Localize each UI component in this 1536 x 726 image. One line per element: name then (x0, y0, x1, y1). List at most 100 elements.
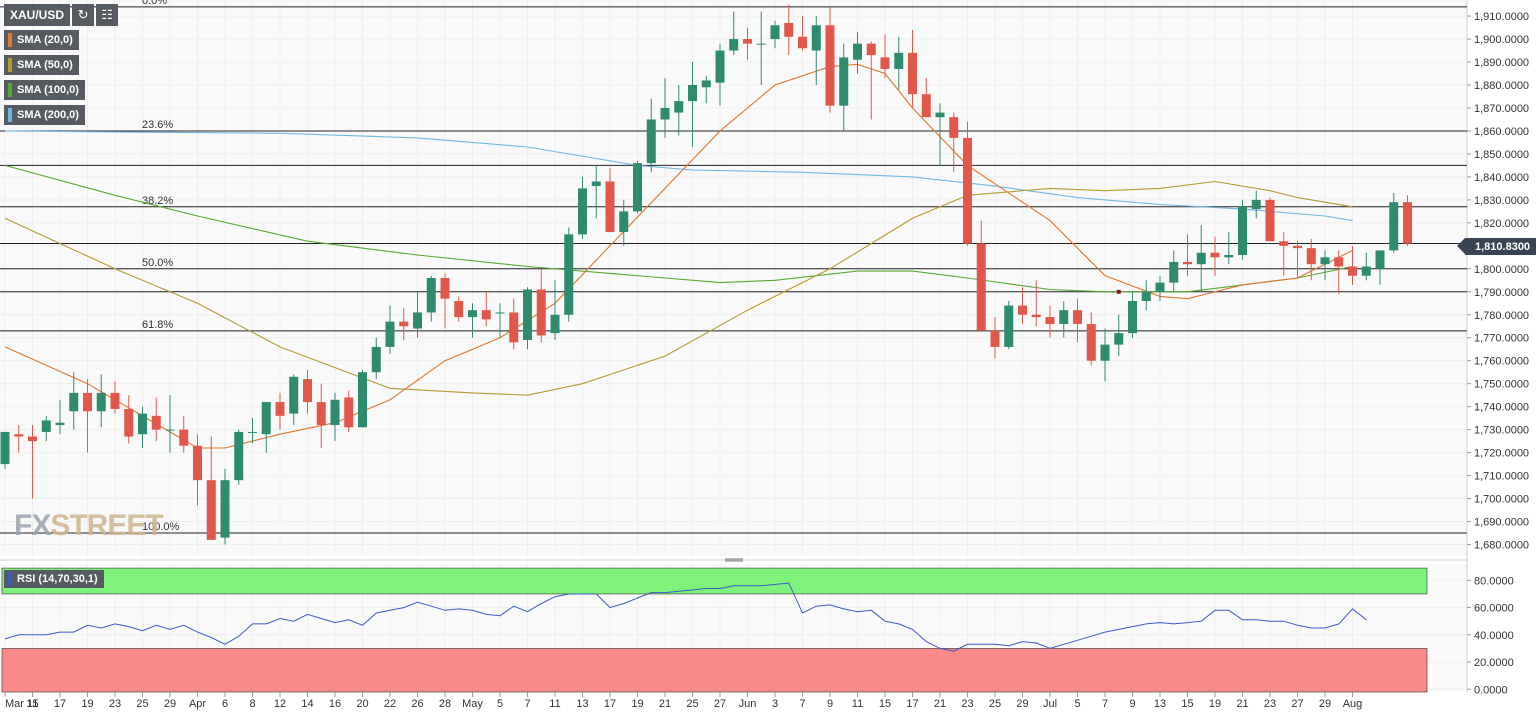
symbol-label[interactable]: XAU/USD (4, 4, 71, 26)
candle[interactable] (124, 395, 134, 444)
candle[interactable] (1114, 314, 1124, 357)
candle[interactable] (866, 41, 876, 120)
candle[interactable] (358, 369, 367, 428)
candle[interactable] (179, 415, 189, 453)
candle[interactable] (1224, 232, 1234, 265)
candle[interactable] (1334, 250, 1344, 295)
candle[interactable] (330, 392, 340, 442)
candle[interactable] (1389, 192, 1399, 253)
candle[interactable] (371, 337, 381, 380)
candle[interactable] (303, 369, 312, 414)
candle[interactable] (963, 121, 972, 246)
candle[interactable] (193, 434, 202, 506)
candle[interactable] (825, 6, 835, 113)
candle[interactable] (674, 85, 684, 136)
candle[interactable] (1004, 300, 1014, 350)
candle[interactable] (454, 296, 464, 322)
candle[interactable] (289, 374, 299, 426)
candle[interactable] (55, 399, 65, 435)
candle[interactable] (83, 379, 92, 453)
rsi-indicator-label[interactable]: RSI (14,70,30,1) (4, 570, 104, 588)
candle[interactable] (1279, 232, 1289, 276)
candle[interactable] (165, 395, 175, 453)
candle[interactable] (935, 103, 945, 166)
candle[interactable] (1183, 234, 1192, 276)
candle[interactable] (523, 287, 532, 350)
candle[interactable] (468, 303, 477, 338)
candle[interactable] (1059, 300, 1069, 338)
candle[interactable] (591, 165, 601, 219)
candle[interactable] (756, 11, 766, 86)
candle[interactable] (1375, 250, 1385, 285)
refresh-icon[interactable]: ↻ (72, 4, 95, 26)
candle[interactable] (234, 429, 244, 485)
candle[interactable] (578, 176, 587, 239)
indicator-sma200[interactable]: SMA (200,0) (4, 105, 85, 125)
candle[interactable] (550, 280, 560, 341)
candle[interactable] (110, 381, 120, 414)
candle[interactable] (151, 397, 161, 442)
candle[interactable] (1045, 305, 1055, 338)
candle[interactable] (138, 406, 147, 449)
candle[interactable] (1348, 245, 1357, 285)
candle[interactable] (1155, 275, 1165, 301)
candle[interactable] (261, 402, 271, 453)
indicator-sma100[interactable]: SMA (100,0) (4, 80, 85, 100)
candle[interactable] (1141, 280, 1151, 311)
candle[interactable] (399, 307, 409, 341)
candle[interactable] (894, 36, 904, 90)
candle[interactable] (839, 43, 849, 131)
candle[interactable] (715, 43, 725, 106)
candle[interactable] (1031, 280, 1041, 327)
candle[interactable] (729, 11, 739, 56)
candle[interactable] (880, 34, 890, 79)
candle[interactable] (344, 390, 354, 432)
candle[interactable] (413, 291, 422, 338)
candle[interactable] (1210, 236, 1220, 276)
candle[interactable] (1073, 298, 1082, 343)
panel-resize-handle[interactable] (725, 558, 743, 562)
candle[interactable] (1238, 199, 1247, 260)
candle[interactable] (14, 425, 24, 453)
candle[interactable] (1086, 312, 1096, 366)
candle[interactable] (1265, 197, 1275, 242)
candle[interactable] (220, 468, 230, 545)
candle[interactable] (908, 29, 917, 108)
candle[interactable] (633, 160, 642, 214)
candle[interactable] (1169, 250, 1179, 292)
candle[interactable] (536, 268, 546, 343)
candle[interactable] (206, 436, 216, 540)
candle[interactable] (701, 75, 711, 104)
candle[interactable] (1196, 225, 1206, 292)
candle[interactable] (41, 415, 51, 442)
indicators-icon[interactable]: ☷ (96, 4, 119, 26)
candle[interactable] (481, 291, 491, 327)
candle[interactable] (495, 303, 505, 338)
candle[interactable] (646, 98, 656, 173)
candle[interactable] (1293, 241, 1302, 278)
candle[interactable] (619, 199, 629, 246)
candle[interactable] (69, 372, 79, 430)
candle[interactable] (28, 425, 37, 499)
candle[interactable] (990, 317, 1000, 359)
candle[interactable] (1100, 328, 1110, 382)
candle[interactable] (1018, 287, 1027, 324)
candle[interactable] (275, 392, 285, 430)
candle[interactable] (1306, 238, 1316, 281)
candle[interactable] (0, 431, 10, 469)
candle[interactable] (316, 383, 326, 449)
indicator-sma50[interactable]: SMA (50,0) (4, 55, 79, 75)
candle[interactable] (921, 78, 931, 118)
indicator-sma20[interactable]: SMA (20,0) (4, 30, 79, 50)
candle[interactable] (1128, 291, 1137, 338)
candle[interactable] (564, 227, 574, 322)
candle[interactable] (426, 275, 436, 322)
candle[interactable] (440, 273, 450, 329)
candle[interactable] (770, 20, 780, 49)
candle[interactable] (811, 16, 821, 86)
candle[interactable] (976, 220, 986, 331)
candle[interactable] (798, 16, 807, 51)
candle[interactable] (1403, 195, 1412, 246)
candle[interactable] (688, 62, 697, 148)
